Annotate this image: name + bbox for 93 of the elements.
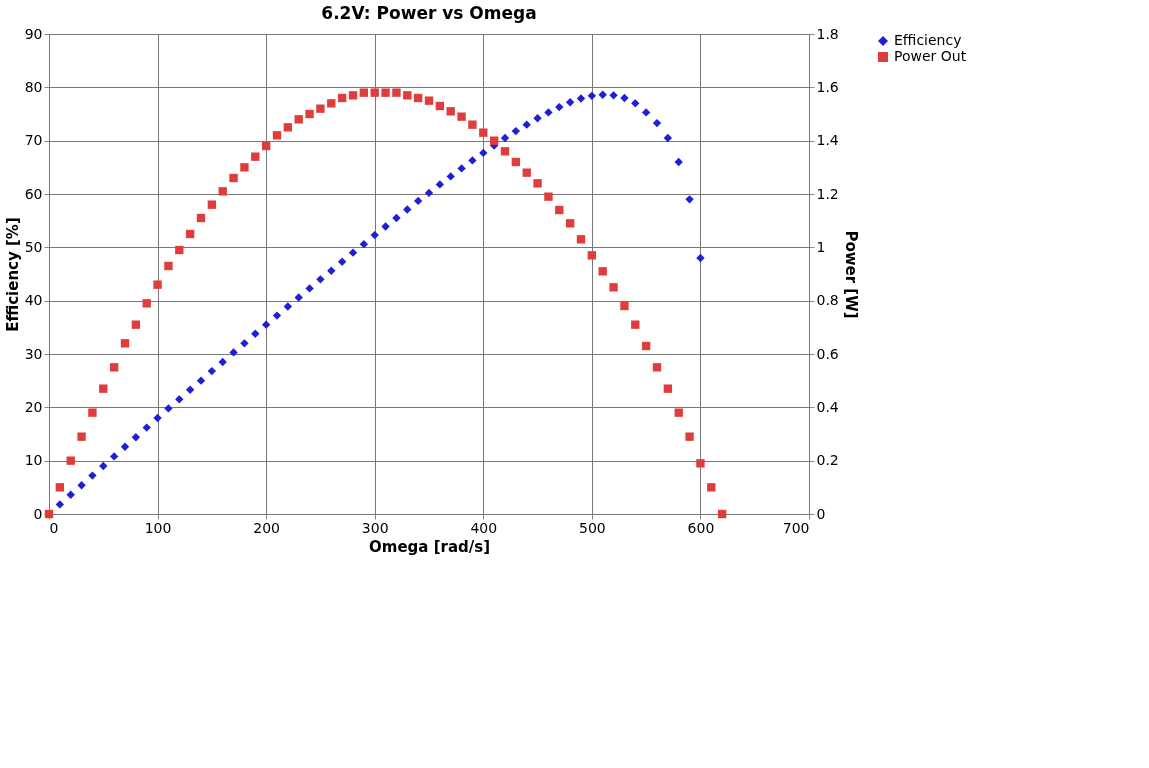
point bbox=[576, 94, 586, 103]
x-tick-label: 200 bbox=[253, 519, 281, 536]
point bbox=[305, 284, 314, 293]
y-tick-label: 0 bbox=[33, 505, 43, 522]
point bbox=[381, 222, 390, 231]
point bbox=[283, 302, 293, 311]
y2-tick-label: 1.6 bbox=[816, 78, 839, 95]
point bbox=[663, 133, 673, 143]
point bbox=[77, 481, 86, 490]
point bbox=[424, 188, 434, 198]
y2-tick-label: 0.4 bbox=[816, 398, 839, 415]
x-tick-label: 100 bbox=[144, 519, 172, 536]
point bbox=[99, 461, 108, 471]
point bbox=[185, 385, 195, 394]
point bbox=[66, 490, 75, 499]
point bbox=[565, 98, 575, 107]
point bbox=[272, 311, 282, 320]
y-tick-label: 10 bbox=[24, 452, 43, 469]
y2-tick-label: 1.4 bbox=[816, 132, 839, 149]
y-tick-label: 80 bbox=[24, 78, 43, 95]
point bbox=[153, 413, 162, 423]
y2-tick-label: 1.2 bbox=[816, 185, 839, 202]
point bbox=[555, 102, 564, 112]
point bbox=[392, 213, 401, 223]
point bbox=[435, 180, 445, 189]
x-tick-label: 400 bbox=[470, 519, 498, 536]
point bbox=[544, 108, 553, 117]
y-tick-label: 40 bbox=[24, 292, 43, 309]
x-tick-label: 600 bbox=[687, 519, 715, 536]
point bbox=[251, 329, 260, 338]
point bbox=[348, 248, 358, 257]
point bbox=[109, 452, 119, 461]
legend-label: Power Out bbox=[894, 48, 967, 64]
y-tick-label: 50 bbox=[24, 238, 43, 255]
point bbox=[218, 357, 227, 367]
point bbox=[337, 257, 347, 266]
y-tick-label: 90 bbox=[24, 25, 43, 42]
point bbox=[131, 433, 141, 442]
y2-tick-label: 0.8 bbox=[816, 292, 839, 309]
x-tick-label: 300 bbox=[361, 519, 389, 536]
point bbox=[229, 348, 238, 357]
y2-tick-label: 0.2 bbox=[816, 452, 839, 469]
point bbox=[403, 205, 412, 214]
point bbox=[175, 395, 184, 404]
point bbox=[207, 366, 217, 376]
point bbox=[413, 196, 423, 206]
y2-axis-title: Power [W] bbox=[841, 230, 860, 319]
x-tick-label: 0 bbox=[49, 519, 59, 536]
y2-tick-label: 1.8 bbox=[816, 25, 839, 42]
point bbox=[88, 471, 97, 480]
point bbox=[641, 108, 651, 117]
point bbox=[240, 339, 249, 348]
point bbox=[370, 230, 379, 240]
point bbox=[479, 148, 488, 158]
x-tick-label: 500 bbox=[578, 519, 606, 536]
point bbox=[359, 239, 369, 249]
point bbox=[533, 114, 542, 123]
point bbox=[316, 275, 325, 284]
legend-label: Efficiency bbox=[894, 32, 962, 48]
y-tick-label: 30 bbox=[24, 345, 43, 362]
y-tick-label: 20 bbox=[24, 398, 43, 415]
x-axis-title: Omega [rad/s] bbox=[368, 537, 491, 556]
point bbox=[55, 500, 65, 509]
point bbox=[120, 442, 130, 451]
point bbox=[631, 99, 640, 108]
point bbox=[685, 195, 694, 204]
y-tick-label: 60 bbox=[24, 185, 43, 202]
point bbox=[652, 118, 662, 128]
y-axis-title: Efficiency [%] bbox=[3, 217, 22, 332]
point bbox=[446, 172, 455, 181]
y2-tick-label: 0 bbox=[816, 505, 826, 522]
point bbox=[164, 404, 173, 413]
point bbox=[674, 157, 683, 167]
point bbox=[457, 164, 466, 173]
point bbox=[294, 293, 303, 302]
point bbox=[696, 253, 705, 263]
point bbox=[196, 376, 206, 385]
point bbox=[511, 126, 521, 136]
point bbox=[522, 120, 531, 129]
chart-title: 6.2V: Power vs Omega bbox=[321, 3, 537, 23]
x-tick-label: 700 bbox=[782, 519, 810, 536]
y-tick-label: 70 bbox=[24, 132, 43, 149]
point bbox=[500, 133, 510, 143]
point bbox=[261, 320, 271, 329]
point bbox=[468, 156, 477, 165]
point bbox=[598, 90, 607, 99]
point bbox=[327, 266, 336, 275]
point bbox=[587, 91, 597, 101]
point bbox=[620, 93, 629, 103]
y2-tick-label: 0.6 bbox=[816, 345, 839, 362]
y2-tick-label: 1 bbox=[816, 238, 826, 255]
point bbox=[609, 91, 618, 100]
point bbox=[142, 423, 151, 432]
